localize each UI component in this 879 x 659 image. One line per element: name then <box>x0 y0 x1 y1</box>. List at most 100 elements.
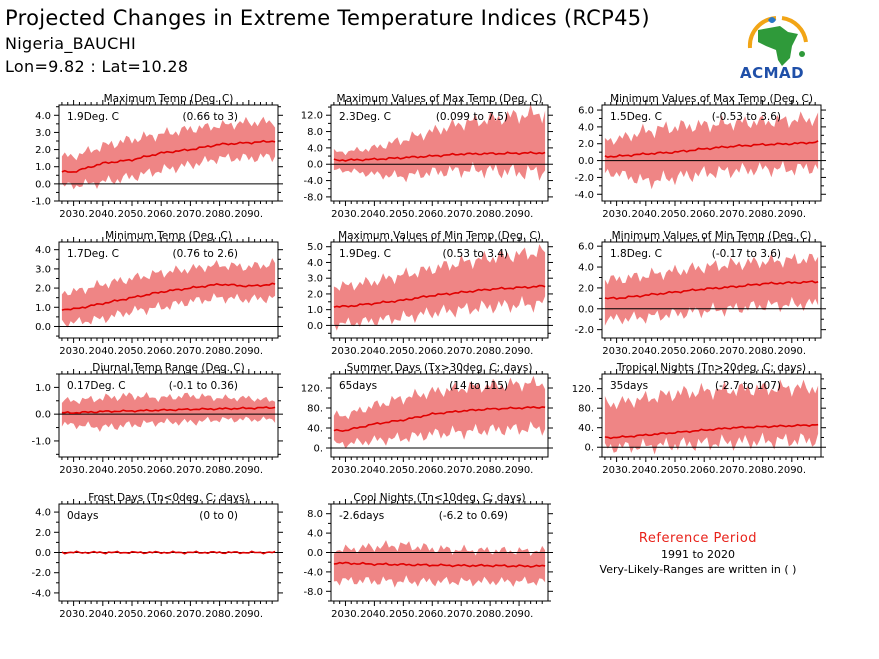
page-title: Projected Changes in Extreme Temperature… <box>5 6 650 30</box>
y-tick-label: -2.0 <box>574 325 594 336</box>
median-value-label: 1.5Deg. C <box>610 111 662 123</box>
x-tick-label: 2030. <box>59 209 88 220</box>
range-label: (0.53 to 3.4) <box>443 248 509 260</box>
x-tick-label: 2080. <box>476 465 505 476</box>
x-tick-label: 2050. <box>661 209 690 220</box>
x-tick-label: 2090. <box>505 209 534 220</box>
x-tick-label: 2050. <box>389 209 418 220</box>
y-tick-label: 80. <box>307 404 323 415</box>
range-label: (-6.2 to 0.69) <box>439 510 508 522</box>
range-band <box>604 111 819 190</box>
x-tick-label: 2080. <box>205 609 234 620</box>
x-tick-label: 2060. <box>147 465 176 476</box>
median-line <box>604 140 819 159</box>
chart-title: Frost Days (Tn<0deg. C; days) <box>88 492 248 504</box>
x-tick-label: 2040. <box>88 209 117 220</box>
range-band <box>333 244 546 331</box>
x-tick-label: 2080. <box>205 209 234 220</box>
x-tick-label: 2090. <box>234 465 263 476</box>
range-band <box>604 253 819 326</box>
x-tick-label: 2090. <box>505 609 534 620</box>
reference-period-years: 1991 to 2020 <box>660 548 736 561</box>
range-band <box>61 392 276 432</box>
median-value-label: 0.17Deg. C <box>67 380 126 392</box>
range-label: (0.76 to 2.6) <box>173 248 239 260</box>
x-tick-label: 2040. <box>88 465 117 476</box>
range-band <box>333 104 546 183</box>
y-tick-label: 0.0 <box>35 179 51 190</box>
y-tick-label: -2.0 <box>31 568 51 579</box>
y-tick-label: 2.0 <box>578 139 594 150</box>
x-tick-label: 2090. <box>777 346 806 357</box>
x-tick-label: 2080. <box>476 209 505 220</box>
x-tick-label: 2030. <box>602 465 631 476</box>
y-tick-label: 0.0 <box>35 548 51 559</box>
range-band <box>333 540 546 588</box>
x-tick-label: 2090. <box>505 346 534 357</box>
y-tick-label: 3.0 <box>307 274 323 285</box>
y-tick-label: 1.0 <box>35 162 51 173</box>
y-tick-label: 2.0 <box>35 528 51 539</box>
x-tick-label: 2040. <box>360 346 389 357</box>
range-label: (-0.53 to 3.6) <box>712 111 781 123</box>
range-note: Very-Likely-Ranges are written in ( ) <box>599 563 797 576</box>
plot-frame <box>330 241 549 339</box>
plot-frame <box>330 104 549 202</box>
x-tick-label: 2040. <box>360 209 389 220</box>
chart-6: -1.0 0.0 1.0 2030. 2040. 2050. 2060. 2070. 2080.… <box>31 362 283 476</box>
chart-title: Minimum Values of Min Temp (Deg. C) <box>612 230 812 242</box>
x-tick-label: 2030. <box>602 209 631 220</box>
y-tick-label: 1.0 <box>307 305 323 316</box>
x-tick-label: 2030. <box>331 346 360 357</box>
location-label: Nigeria_BAUCHI <box>5 34 136 53</box>
y-tick-label: 4.0 <box>35 508 51 519</box>
chart-title: Maximum Values of Max Temp (Deg. C) <box>337 93 543 105</box>
x-tick-label: 2060. <box>147 346 176 357</box>
chart-7: 0. 40. 80. 120. 2030. 2040. 2050. 2060. 2070. 208… <box>301 362 553 476</box>
y-tick-label: 12.0 <box>301 111 323 122</box>
y-tick-label: -4.0 <box>574 190 594 201</box>
x-tick-label: 2050. <box>389 346 418 357</box>
x-tick-label: 2060. <box>418 346 447 357</box>
x-tick-label: 2060. <box>418 465 447 476</box>
range-band <box>333 375 546 449</box>
x-tick-label: 2090. <box>234 209 263 220</box>
median-value-label: 2.3Deg. C <box>339 111 391 123</box>
y-tick-label: 0.0 <box>35 410 51 421</box>
x-tick-label: 2050. <box>118 465 147 476</box>
x-tick-label: 2070. <box>176 609 205 620</box>
x-tick-label: 2090. <box>234 609 263 620</box>
median-line <box>61 550 276 555</box>
median-line <box>604 423 819 440</box>
y-tick-label: 2.0 <box>578 283 594 294</box>
africa-map-logo-icon <box>747 16 808 66</box>
y-tick-label: -4.0 <box>303 176 323 187</box>
x-tick-label: 2070. <box>447 609 476 620</box>
x-tick-label: 2040. <box>360 609 389 620</box>
plot-frame <box>330 373 549 458</box>
median-value-label: 1.9Deg. C <box>339 248 391 260</box>
y-tick-label: 4.0 <box>578 122 594 133</box>
y-tick-label: 4.0 <box>35 245 51 256</box>
y-tick-label: 2.0 <box>307 289 323 300</box>
y-tick-label: 4.0 <box>578 263 594 274</box>
x-tick-label: 2040. <box>631 346 660 357</box>
median-value-label: 1.7Deg. C <box>67 248 119 260</box>
median-value-label: 1.8Deg. C <box>610 248 662 260</box>
reference-period-title: Reference Period <box>638 531 758 546</box>
x-tick-label: 2040. <box>631 465 660 476</box>
x-tick-label: 2060. <box>147 209 176 220</box>
y-tick-label: 4.0 <box>307 258 323 269</box>
x-tick-label: 2050. <box>389 609 418 620</box>
y-tick-label: -4.0 <box>303 567 323 578</box>
median-value-label: -2.6days <box>339 510 384 522</box>
y-tick-label: -4.0 <box>31 588 51 599</box>
median-line <box>61 139 276 173</box>
x-tick-label: 2030. <box>59 609 88 620</box>
median-line <box>61 406 276 415</box>
x-tick-label: 2080. <box>748 346 777 357</box>
plot-frame <box>58 104 279 202</box>
chart-5: -2.0 0.0 2.0 4.0 6.0 2030. 2040. 2050. 2060. 2070… <box>574 230 826 357</box>
